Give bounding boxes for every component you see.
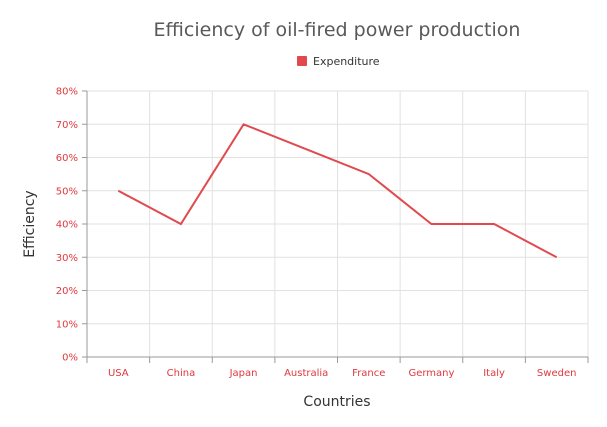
data-point[interactable] (115, 188, 121, 194)
x-axis-tick-labels: USA China Japan Australia France Germany Italy… (108, 368, 576, 379)
axes (82, 90, 589, 363)
x-tick-label: Sweden (537, 368, 577, 379)
y-tick-label: 40% (56, 220, 78, 231)
y-tick-label: 60% (56, 153, 78, 164)
data-point[interactable] (303, 146, 309, 152)
x-tick-label: Germany (408, 368, 454, 379)
y-axis-title: Efficiency (22, 190, 38, 257)
x-tick-label: France (352, 368, 385, 379)
data-point[interactable] (491, 221, 497, 227)
data-point[interactable] (428, 221, 434, 227)
series-layer (115, 121, 560, 260)
x-tick-label: Australia (284, 368, 328, 379)
legend[interactable]: Expenditure (297, 55, 380, 68)
y-tick-label: 30% (56, 253, 78, 264)
grid (87, 90, 589, 357)
data-point[interactable] (366, 171, 372, 177)
x-tick-label: USA (108, 368, 129, 379)
chart-title: Efficiency of oil-fired power production (154, 19, 521, 41)
x-tick-label: Italy (483, 368, 505, 379)
x-tick-label: Japan (229, 368, 258, 379)
y-axis-tick-labels: 0% 10% 20% 30% 40% 50% 60% 70% 80% (56, 87, 78, 364)
data-point[interactable] (554, 254, 560, 260)
series-line-expenditure[interactable] (117, 123, 558, 259)
x-axis-title: Countries (303, 394, 370, 410)
y-tick-label: 10% (56, 319, 78, 330)
legend-label: Expenditure (313, 55, 380, 68)
y-tick-label: 50% (56, 186, 78, 197)
y-tick-label: 20% (56, 286, 78, 297)
y-tick-label: 80% (56, 87, 78, 98)
y-tick-label: 70% (56, 120, 78, 131)
data-point[interactable] (178, 221, 184, 227)
y-tick-label: 0% (62, 353, 78, 364)
legend-swatch (297, 56, 307, 66)
data-point[interactable] (241, 121, 247, 127)
x-tick-label: China (167, 368, 196, 379)
